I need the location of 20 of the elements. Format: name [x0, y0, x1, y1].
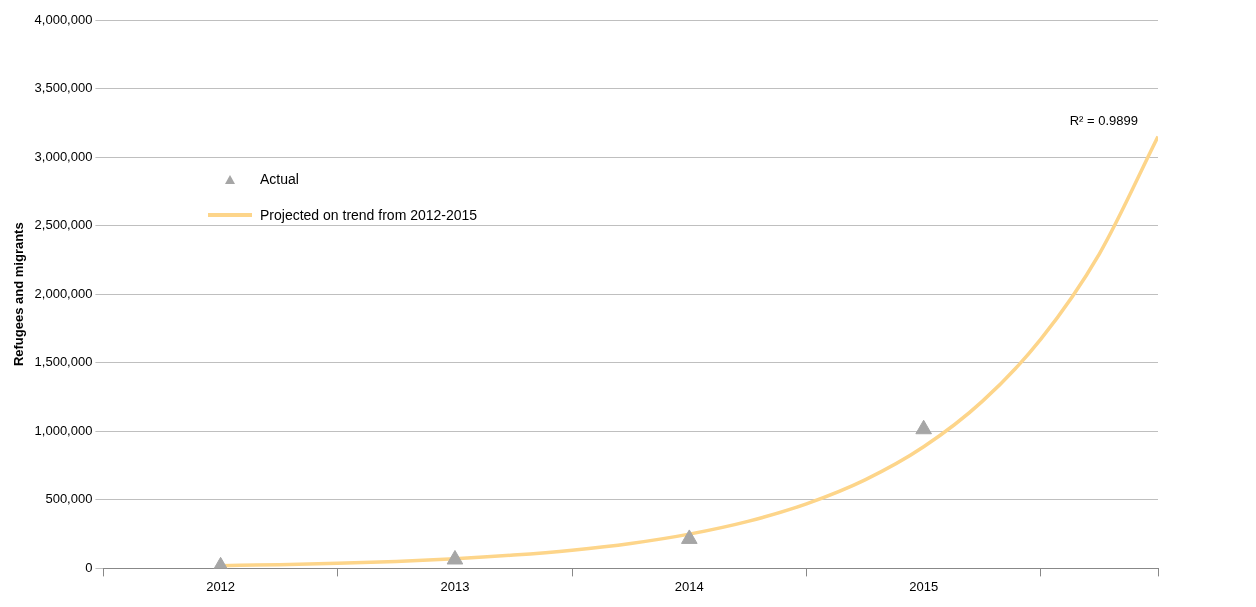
annotation: R² = 0.9899: [1069, 112, 1138, 128]
y-tick-label: 1,500,000: [34, 354, 93, 370]
y-tick-label: 2,000,000: [34, 285, 93, 301]
legend-label: Actual: [260, 171, 299, 187]
y-tick-label: 3,500,000: [34, 80, 93, 96]
y-tick-label: 1,000,000: [34, 422, 93, 438]
y-axis-title: Refugees and migrants: [11, 222, 27, 367]
point: [681, 529, 698, 544]
x-tick-label: 2012: [206, 578, 236, 594]
y-tick-label: 500,000: [45, 491, 93, 507]
y-tick-label: 2,500,000: [34, 217, 93, 233]
y-tick-label: 4,000,000: [34, 11, 93, 27]
x-tick-label: 2014: [674, 578, 704, 594]
point: [446, 549, 464, 565]
y-tick-label: 3,000,000: [34, 148, 93, 164]
y-tick-label: 0: [85, 559, 93, 575]
x-tick-label: 2013: [440, 578, 470, 594]
x-tick-label: 2015: [909, 578, 939, 594]
legend-label: Projected on trend from 2012-2015: [260, 207, 478, 223]
point: [915, 419, 932, 435]
